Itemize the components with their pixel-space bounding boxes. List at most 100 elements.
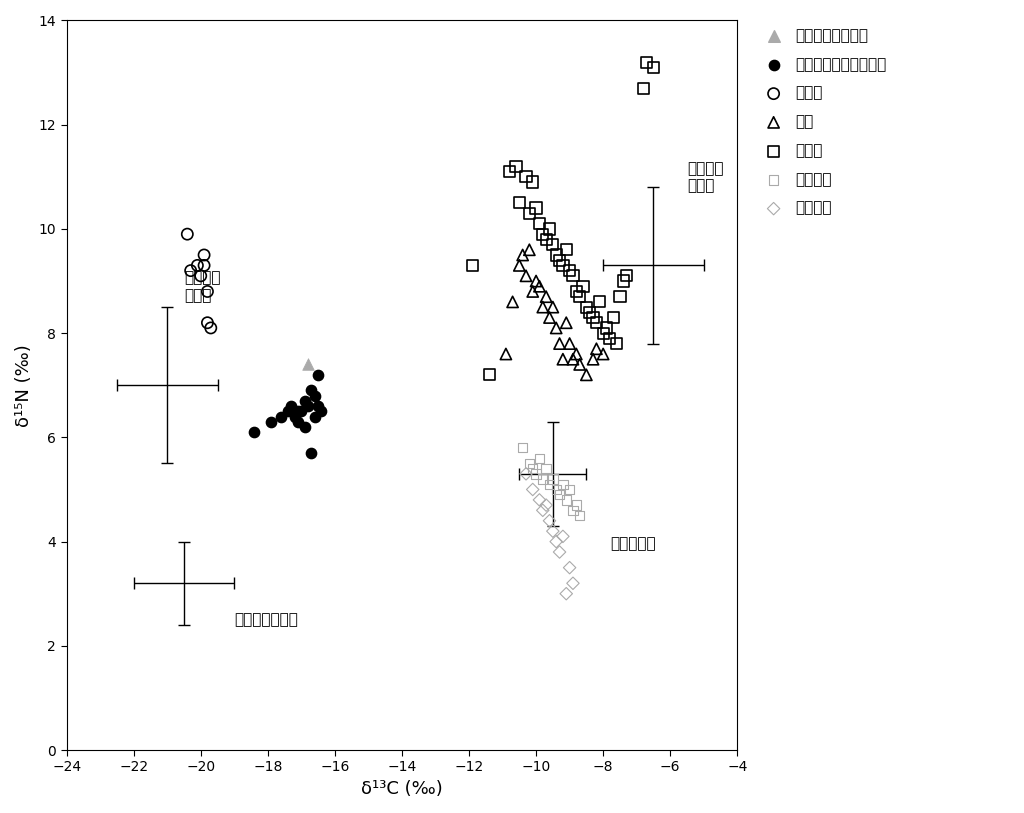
Point	[531, 493, 548, 506]
Point	[558, 493, 574, 506]
Point	[565, 269, 582, 282]
Point	[196, 249, 212, 262]
Point	[501, 165, 517, 178]
Point	[545, 301, 561, 314]
Point	[280, 405, 296, 418]
Point	[645, 61, 662, 74]
Point	[524, 462, 541, 475]
Point	[571, 290, 588, 303]
Point	[287, 410, 303, 423]
Point	[290, 415, 306, 428]
Point	[310, 368, 327, 381]
Point	[531, 217, 548, 230]
Point	[303, 384, 319, 397]
Point	[464, 259, 480, 272]
Point	[505, 295, 521, 308]
Point	[542, 515, 558, 528]
Point	[283, 400, 299, 413]
Point	[542, 223, 558, 236]
Point	[498, 347, 514, 360]
Point	[521, 457, 538, 470]
Point	[595, 327, 611, 340]
Point	[548, 483, 564, 496]
Point	[595, 347, 611, 360]
Point	[290, 405, 306, 418]
Point	[561, 561, 578, 574]
Point	[535, 504, 551, 517]
Point	[542, 478, 558, 491]
Point	[203, 321, 219, 334]
Point	[535, 228, 551, 241]
Point	[548, 535, 564, 548]
Point	[558, 243, 574, 256]
Point	[555, 478, 571, 491]
Point	[293, 405, 309, 418]
Point	[555, 353, 571, 366]
Point	[571, 509, 588, 522]
Point	[551, 254, 567, 267]
Point	[303, 446, 319, 459]
Point	[635, 82, 651, 95]
Point	[300, 400, 316, 413]
Point	[193, 269, 209, 282]
Legend: 生仁（縄文晩期）, 七五三掛（縄文晩期）, 小荊山, 北佃, 前掜大, 炭化アワ, 炭化キビ: 生仁（縄文晩期）, 七五三掛（縄文晩期）, 小荊山, 北佃, 前掜大, 炭化アワ…	[759, 28, 886, 215]
Point	[531, 452, 548, 465]
Point	[200, 285, 216, 298]
Point	[611, 290, 628, 303]
Point	[528, 467, 545, 480]
Point	[579, 368, 595, 381]
Point	[548, 321, 564, 334]
Point	[521, 243, 538, 256]
Point	[582, 306, 598, 319]
Point	[545, 524, 561, 537]
Point	[608, 337, 625, 350]
Point	[297, 420, 313, 433]
Point	[602, 332, 618, 345]
Point	[588, 316, 604, 329]
Point	[306, 389, 323, 402]
Point	[306, 410, 323, 423]
Point	[568, 498, 585, 511]
Point	[561, 337, 578, 350]
Point	[508, 160, 524, 173]
Point	[518, 269, 535, 282]
Point	[514, 441, 530, 454]
X-axis label: δ¹³C (‰): δ¹³C (‰)	[361, 780, 442, 798]
Text: 雑穀食者
推定値: 雑穀食者 推定値	[687, 161, 724, 193]
Text: 肉食動物
推定値: 肉食動物 推定値	[184, 271, 220, 303]
Point	[605, 311, 622, 324]
Point	[588, 342, 604, 355]
Point	[558, 587, 574, 600]
Point	[538, 462, 554, 475]
Point	[179, 228, 196, 241]
Point	[524, 285, 541, 298]
Point	[561, 264, 578, 277]
Y-axis label: δ¹⁵N (‰): δ¹⁵N (‰)	[15, 344, 33, 427]
Point	[568, 285, 585, 298]
Point	[545, 472, 561, 485]
Point	[297, 394, 313, 407]
Point	[585, 353, 601, 366]
Point	[246, 426, 262, 439]
Point	[574, 280, 591, 293]
Point	[542, 311, 558, 324]
Point	[196, 259, 212, 272]
Point	[535, 301, 551, 314]
Point	[524, 483, 541, 496]
Point	[528, 275, 545, 288]
Point	[592, 295, 608, 308]
Point	[524, 176, 541, 189]
Point	[528, 202, 545, 215]
Point	[538, 498, 554, 511]
Point	[538, 290, 554, 303]
Point	[558, 316, 574, 329]
Point	[273, 410, 290, 423]
Point	[568, 347, 585, 360]
Point	[200, 316, 216, 329]
Point	[310, 400, 327, 413]
Point	[511, 259, 527, 272]
Point	[300, 358, 316, 371]
Point	[545, 238, 561, 251]
Point	[585, 311, 601, 324]
Point	[555, 530, 571, 543]
